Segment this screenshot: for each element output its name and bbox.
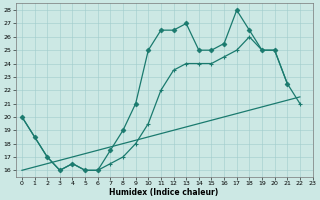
X-axis label: Humidex (Indice chaleur): Humidex (Indice chaleur) <box>109 188 219 197</box>
